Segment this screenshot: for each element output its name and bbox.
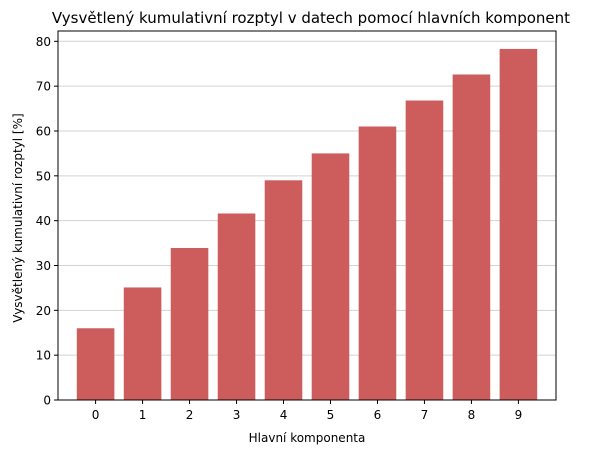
x-tick-label: 8: [468, 408, 476, 422]
x-tick-label: 7: [421, 408, 429, 422]
y-tick-label: 50: [36, 169, 51, 183]
chart-title: Vysvětlený kumulativní rozptyl v datech …: [52, 9, 570, 27]
x-tick-label: 1: [139, 408, 147, 422]
y-tick-label: 20: [36, 304, 51, 318]
bar-1: [123, 287, 162, 400]
x-tick-label: 0: [92, 408, 100, 422]
y-axis-label: Vysvětlený kumulativní rozptyl [%]: [11, 113, 25, 322]
bar-4: [264, 180, 303, 400]
y-tick-label: 70: [36, 80, 51, 94]
y-tick-label: 30: [36, 259, 51, 273]
y-tick-label: 40: [36, 214, 51, 228]
plot-frame: [57, 30, 557, 401]
x-tick-label: 6: [374, 408, 382, 422]
bar-0: [76, 328, 115, 400]
y-tick-label: 80: [36, 35, 51, 49]
bar-9: [499, 48, 538, 400]
x-tick-label: 2: [186, 408, 194, 422]
bar-2: [170, 248, 209, 400]
bars: [76, 48, 538, 400]
x-tick-label: 4: [280, 408, 288, 422]
y-tick-label: 10: [36, 349, 51, 363]
x-tick-label: 5: [327, 408, 335, 422]
bar-5: [311, 153, 350, 400]
bar-3: [217, 213, 256, 400]
x-tick-label: 3: [233, 408, 241, 422]
axes: 0 10 20 30 40 50 60 70 80 0 1 2 3 4 5 6 7 8 9: [36, 30, 557, 422]
y-tick-label: 60: [36, 124, 51, 138]
bar-6: [358, 126, 397, 400]
x-tick-label: 9: [515, 408, 523, 422]
bar-7: [405, 100, 444, 400]
bar-8: [452, 74, 491, 400]
y-tick-label: 0: [43, 394, 51, 408]
x-axis-label: Hlavní komponenta: [249, 431, 366, 445]
